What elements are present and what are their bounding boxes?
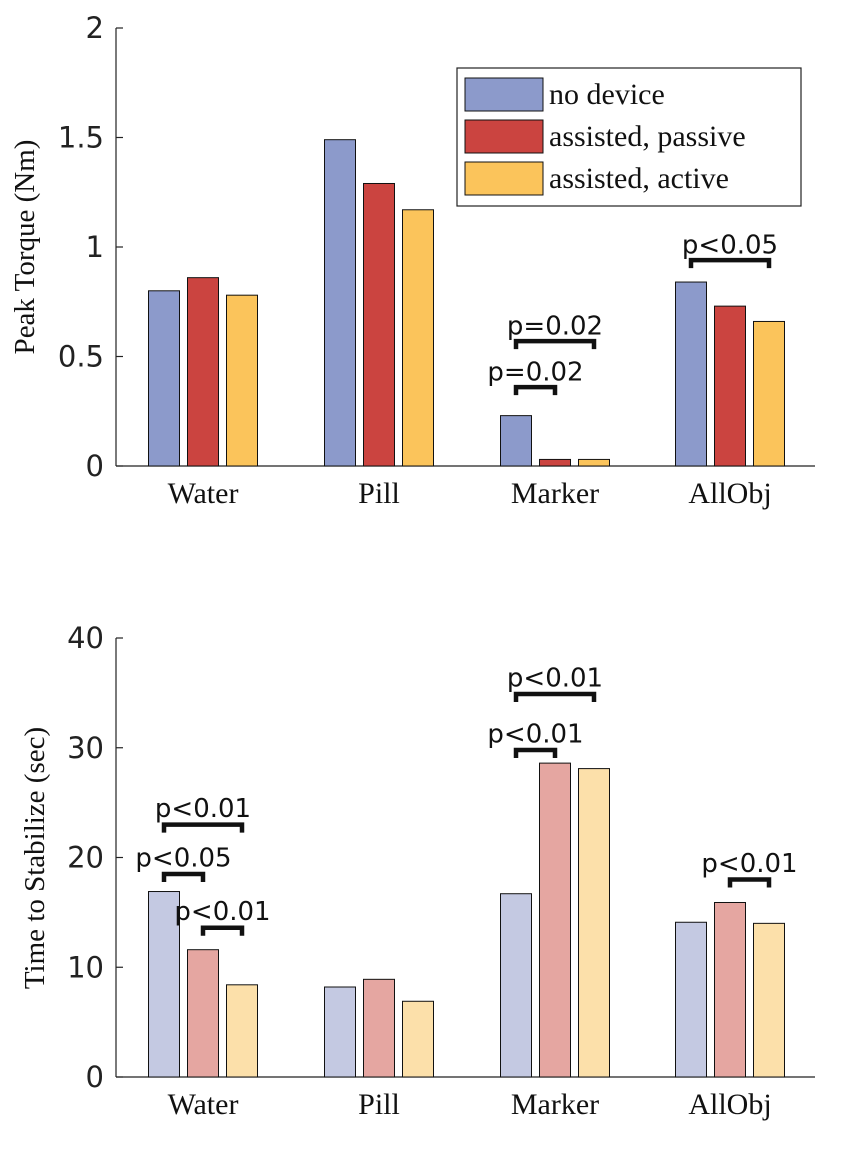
y-axis-title: Time to Stabilize (sec) xyxy=(19,727,51,989)
y-tick-label: 30 xyxy=(67,731,104,765)
y-tick-label: 2 xyxy=(86,11,104,45)
bar xyxy=(324,139,356,467)
significance-label: p<0.01 xyxy=(487,719,583,749)
y-tick-label: 0.5 xyxy=(58,340,104,374)
x-tick-label: AllObj xyxy=(688,477,771,510)
significance-bracket xyxy=(513,338,597,350)
significance-bracket xyxy=(200,925,245,936)
x-tick-label: Water xyxy=(168,477,239,510)
peak-torque-chart: 0 0.5 1 1.5 2 Water Pill Marker AllObj Peak Torqu… xyxy=(9,11,815,510)
bar xyxy=(363,978,395,1078)
bar xyxy=(148,290,180,467)
x-tick-label: Marker xyxy=(511,1088,599,1121)
y-tick-label: 0 xyxy=(86,1060,104,1094)
legend-swatch xyxy=(464,119,544,154)
x-tick-label: Water xyxy=(168,1088,239,1121)
bar xyxy=(500,415,532,467)
bar xyxy=(226,294,258,467)
bar xyxy=(402,1000,434,1078)
bar xyxy=(539,762,571,1078)
x-tick-label: Pill xyxy=(358,477,400,510)
legend-entry: no device xyxy=(549,78,665,111)
bar xyxy=(500,893,532,1078)
significance-bracket xyxy=(161,822,245,833)
bar xyxy=(363,182,395,467)
significance-label: p<0.05 xyxy=(682,231,778,261)
legend-swatch xyxy=(464,161,544,196)
bar xyxy=(187,949,219,1078)
bar xyxy=(187,277,219,467)
bar xyxy=(324,986,356,1078)
significance-bracket xyxy=(161,871,206,882)
significance-label: p<0.01 xyxy=(507,663,603,693)
significance-bracket xyxy=(513,747,558,758)
bar xyxy=(226,984,258,1078)
significance-label: p=0.02 xyxy=(507,312,603,342)
significance-label: p<0.05 xyxy=(135,843,231,873)
y-tick-label: 1 xyxy=(86,230,104,264)
bar xyxy=(714,305,746,467)
significance-label: p<0.01 xyxy=(701,849,797,879)
significance-bracket xyxy=(688,257,772,269)
bar xyxy=(675,921,707,1078)
y-tick-label: 10 xyxy=(67,950,104,984)
y-tick-label: 1.5 xyxy=(58,121,104,155)
y-axis-title: Peak Torque (Nm) xyxy=(9,140,41,355)
bar xyxy=(753,922,785,1078)
legend-swatch xyxy=(464,77,544,112)
significance-bracket xyxy=(727,877,772,888)
significance-label: p<0.01 xyxy=(174,897,270,927)
x-tick-label: Marker xyxy=(511,477,599,510)
bar xyxy=(148,891,180,1078)
legend-entry: assisted, passive xyxy=(549,120,746,153)
bar xyxy=(402,209,434,467)
y-tick-label: 0 xyxy=(86,449,104,483)
bar xyxy=(714,901,746,1078)
time-to-stabilize-chart: 0 10 20 30 40 Water Pill Marker AllObj Time to St… xyxy=(19,621,815,1121)
significance-bracket xyxy=(513,691,597,702)
x-tick-label: Pill xyxy=(358,1088,400,1121)
y-tick-label: 40 xyxy=(67,621,104,655)
bar xyxy=(539,458,571,467)
x-tick-label: AllObj xyxy=(688,1088,771,1121)
y-tick-label: 20 xyxy=(67,841,104,875)
significance-label: p<0.01 xyxy=(155,794,251,824)
legend-entry: assisted, active xyxy=(549,162,729,195)
significance-label: p=0.02 xyxy=(487,358,583,388)
bar xyxy=(753,320,785,467)
significance-bracket xyxy=(513,384,558,396)
bar xyxy=(675,281,707,467)
bar xyxy=(578,458,610,467)
bar xyxy=(578,768,610,1078)
